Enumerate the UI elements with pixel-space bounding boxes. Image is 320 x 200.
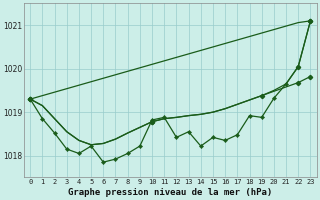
X-axis label: Graphe pression niveau de la mer (hPa): Graphe pression niveau de la mer (hPa)	[68, 188, 272, 197]
